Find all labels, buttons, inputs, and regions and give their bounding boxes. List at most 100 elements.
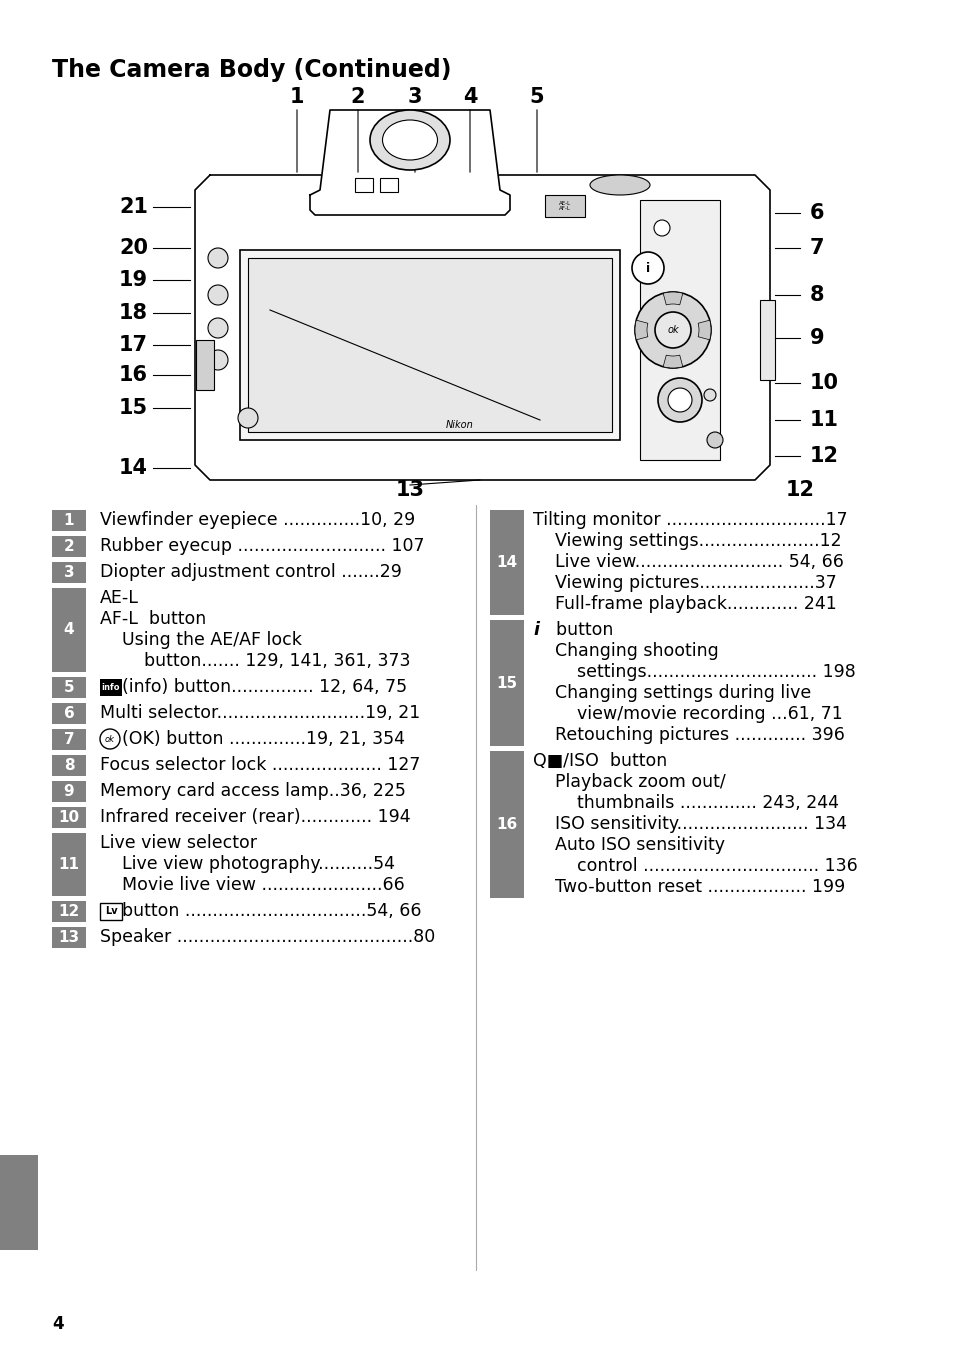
Text: (OK) button ..............19, 21, 354: (OK) button ..............19, 21, 354 — [122, 730, 405, 748]
Bar — [379, 178, 397, 192]
Bar — [490, 620, 523, 746]
Circle shape — [100, 729, 120, 749]
Text: Using the AE/AF lock: Using the AE/AF lock — [100, 631, 301, 650]
Circle shape — [667, 387, 691, 412]
Text: The Camera Body (Continued): The Camera Body (Continued) — [52, 58, 451, 82]
Text: 4: 4 — [64, 623, 74, 638]
Text: Focus selector lock .................... 127: Focus selector lock ....................… — [100, 756, 420, 773]
Text: Diopter adjustment control .......29: Diopter adjustment control .......29 — [100, 564, 401, 581]
Bar — [52, 927, 86, 948]
Text: Viewfinder eyepiece ..............10, 29: Viewfinder eyepiece ..............10, 29 — [100, 511, 415, 529]
Ellipse shape — [382, 120, 437, 160]
Text: button .................................54, 66: button .................................… — [122, 902, 421, 920]
Text: 13: 13 — [58, 929, 79, 946]
Bar — [52, 562, 86, 582]
Text: info: info — [102, 682, 120, 691]
Circle shape — [635, 292, 710, 369]
Text: 17: 17 — [119, 335, 148, 355]
Bar — [52, 807, 86, 829]
Text: 6: 6 — [809, 203, 823, 223]
Text: Live view photography..........54: Live view photography..........54 — [100, 855, 395, 873]
Text: ok: ok — [666, 325, 679, 335]
Ellipse shape — [370, 110, 450, 169]
Text: Nikon: Nikon — [446, 420, 474, 430]
Bar — [52, 510, 86, 531]
Bar — [760, 300, 774, 381]
Ellipse shape — [589, 175, 649, 195]
Text: 10: 10 — [58, 810, 79, 824]
Bar — [52, 901, 86, 923]
Bar — [240, 250, 619, 440]
Bar — [52, 537, 86, 557]
Text: 2: 2 — [64, 539, 74, 554]
Bar — [100, 679, 122, 695]
Text: Memory card access lamp..36, 225: Memory card access lamp..36, 225 — [100, 781, 405, 800]
Bar — [490, 510, 523, 615]
Bar — [52, 729, 86, 751]
Circle shape — [237, 408, 257, 428]
Bar — [490, 751, 523, 898]
Text: Speaker ...........................................80: Speaker ................................… — [100, 928, 435, 946]
Bar — [52, 755, 86, 776]
Text: AE-L
AF-L: AE-L AF-L — [558, 200, 571, 211]
Bar — [639, 200, 720, 460]
Text: Infrared receiver (rear)............. 194: Infrared receiver (rear)............. 19… — [100, 808, 410, 826]
Text: 12: 12 — [784, 480, 814, 500]
Bar — [195, 340, 213, 390]
Bar — [355, 178, 373, 192]
Text: 15: 15 — [496, 675, 517, 690]
Polygon shape — [194, 175, 769, 480]
Text: Rubber eyecup ........................... 107: Rubber eyecup ..........................… — [100, 537, 424, 555]
Text: Q■/ISO  button: Q■/ISO button — [533, 752, 666, 769]
Circle shape — [654, 221, 669, 235]
Text: 19: 19 — [119, 270, 148, 291]
Bar — [100, 902, 122, 920]
Text: 4: 4 — [52, 1315, 64, 1333]
Bar — [52, 833, 86, 896]
Text: Auto ISO sensitivity: Auto ISO sensitivity — [533, 837, 724, 854]
Text: 5: 5 — [529, 87, 544, 108]
Text: Multi selector...........................19, 21: Multi selector..........................… — [100, 703, 420, 722]
Text: 12: 12 — [809, 447, 838, 465]
Polygon shape — [310, 110, 510, 215]
Text: 10: 10 — [809, 373, 838, 393]
Text: 2: 2 — [351, 87, 365, 108]
Text: 1: 1 — [64, 512, 74, 529]
Text: 7: 7 — [64, 732, 74, 746]
Bar — [52, 703, 86, 724]
Text: 8: 8 — [64, 759, 74, 773]
Text: 13: 13 — [395, 480, 424, 500]
Wedge shape — [635, 320, 647, 340]
Circle shape — [208, 247, 228, 268]
Circle shape — [655, 312, 690, 348]
Text: Viewing pictures.....................37: Viewing pictures.....................37 — [533, 574, 836, 592]
Text: 7: 7 — [809, 238, 823, 258]
Text: 1: 1 — [290, 87, 304, 108]
Text: view/movie recording ...61, 71: view/movie recording ...61, 71 — [533, 705, 841, 724]
Text: Retouching pictures ............. 396: Retouching pictures ............. 396 — [533, 726, 844, 744]
Bar — [544, 195, 584, 217]
Text: button: button — [544, 621, 613, 639]
Text: 11: 11 — [809, 410, 838, 430]
Text: 16: 16 — [119, 364, 148, 385]
Text: settings............................... 198: settings............................... … — [533, 663, 855, 681]
Text: 11: 11 — [58, 857, 79, 872]
Circle shape — [208, 350, 228, 370]
Text: 18: 18 — [119, 303, 148, 323]
Text: 9: 9 — [64, 784, 74, 799]
Text: Movie live view ......................66: Movie live view ......................66 — [100, 876, 404, 894]
Circle shape — [208, 285, 228, 305]
Text: Full-frame playback............. 241: Full-frame playback............. 241 — [533, 594, 836, 613]
Text: 16: 16 — [496, 816, 517, 833]
Text: AF-L  button: AF-L button — [100, 611, 206, 628]
Text: (info) button............... 12, 64, 75: (info) button............... 12, 64, 75 — [122, 678, 407, 695]
Text: Tilting monitor .............................17: Tilting monitor ........................… — [533, 511, 846, 529]
Text: 4: 4 — [462, 87, 476, 108]
Text: i: i — [533, 621, 538, 639]
Text: ISO sensitivity........................ 134: ISO sensitivity........................ … — [533, 815, 846, 833]
Bar — [248, 258, 612, 432]
Wedge shape — [662, 355, 682, 369]
Bar — [0, 1155, 38, 1250]
Bar — [52, 588, 86, 672]
Text: control ................................ 136: control ................................… — [533, 857, 857, 876]
